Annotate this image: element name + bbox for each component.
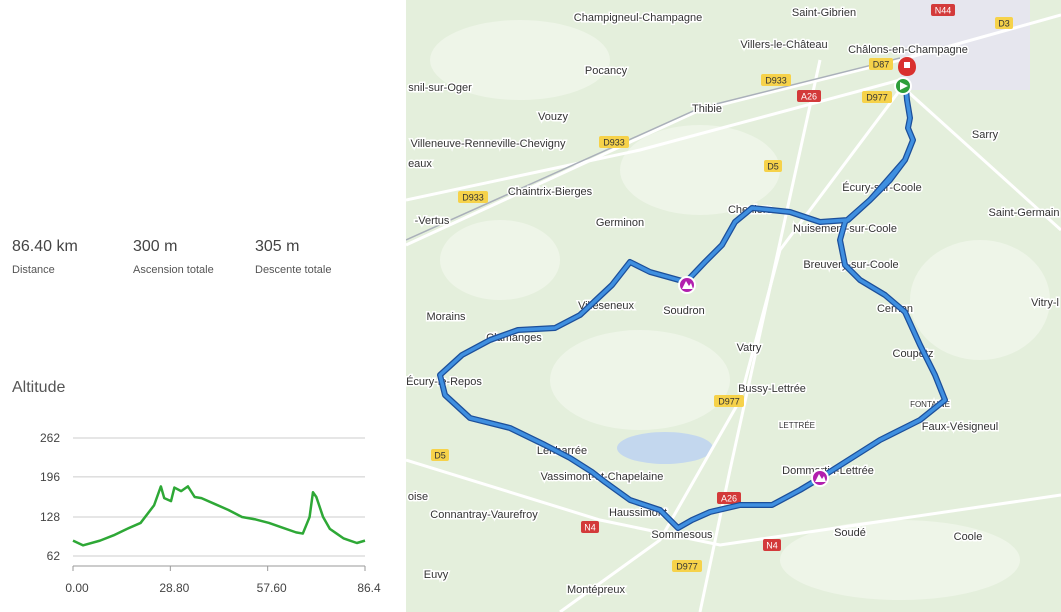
- map[interactable]: Champigneul-Champagne Saint-Gibrien Viller…: [406, 0, 1061, 612]
- place-label: Châlons-en-Champagne: [848, 44, 968, 56]
- road-shield: [763, 539, 781, 551]
- road-shield: [797, 90, 821, 102]
- stat-label: Descente totale: [255, 264, 332, 276]
- road-label: D87: [873, 60, 890, 70]
- place-label: Montépreux: [567, 584, 626, 596]
- road-shield: [869, 58, 893, 70]
- place-label: Sarry: [972, 129, 999, 141]
- y-tick-label: 262: [40, 431, 60, 445]
- stat-label: Distance: [12, 264, 55, 276]
- y-tick-label: 128: [40, 510, 60, 524]
- place-label: Faux-Vésigneul: [922, 421, 998, 433]
- road-shield: [581, 521, 599, 533]
- road-label: N44: [935, 6, 952, 16]
- road-label: D977: [718, 397, 740, 407]
- side-panel: 86.40 km Distance 300 m Ascension totale 3…: [0, 0, 406, 612]
- stat-value: 300 m: [133, 238, 178, 255]
- road-shield: [717, 492, 741, 504]
- place-label: Morains: [426, 311, 466, 323]
- summit-marker[interactable]: [678, 276, 696, 294]
- place-label: Saint-Germain: [989, 207, 1060, 219]
- end-marker[interactable]: [898, 57, 916, 76]
- place-label: Villers-le-Château: [740, 39, 827, 51]
- place-label: Coole: [954, 531, 983, 543]
- road-shield: [761, 74, 791, 86]
- place-label: oise: [408, 491, 428, 503]
- place-label: Soudron: [663, 305, 705, 317]
- place-label: Breuvery-sur-Coole: [803, 259, 898, 271]
- railway: [406, 57, 901, 241]
- place-label: -Vertus: [415, 215, 450, 227]
- road-shield: [764, 160, 782, 172]
- road-label: D977: [676, 562, 698, 572]
- place-label: Chaintrix-Bierges: [508, 186, 593, 198]
- road-shield: [931, 4, 955, 16]
- road-label: A26: [721, 494, 737, 504]
- place-label: Thibie: [692, 103, 722, 115]
- stat: 305 m Descente totale: [255, 238, 331, 276]
- place-label: Germinon: [596, 217, 644, 229]
- altitude-line: [72, 485, 366, 547]
- y-tick-label: 62: [47, 549, 61, 563]
- place-label: Soudé: [834, 527, 866, 539]
- road-label: D977: [866, 93, 888, 103]
- stat-label: Ascension totale: [133, 264, 214, 276]
- altitude-chart: 62 128 196 262 0.00 28.80 57.60 86.4: [40, 431, 381, 595]
- city-area: [900, 0, 1030, 90]
- place-label: Champigneul-Champagne: [574, 12, 702, 24]
- place-label: snil-sur-Oger: [408, 82, 472, 94]
- road-label: D933: [603, 138, 625, 148]
- lake: [617, 432, 713, 464]
- place-label: Sommesous: [651, 529, 713, 541]
- place-label: Connantray-Vaurefroy: [430, 509, 538, 521]
- field-patches: [430, 20, 1050, 600]
- place-label: LETTRÉE: [779, 421, 815, 430]
- x-tick-label: 57.60: [257, 581, 287, 595]
- place-label: Vatry: [737, 342, 762, 354]
- x-tick-label: 0.00: [65, 581, 89, 595]
- road-shield: [672, 560, 702, 572]
- chart-title: Altitude: [12, 379, 66, 396]
- place-label: Pocancy: [585, 65, 628, 77]
- place-label: Bussy-Lettrée: [738, 383, 806, 395]
- stat: 86.40 km Distance: [12, 238, 78, 276]
- road-shield: [458, 191, 488, 203]
- road-label: N4: [584, 523, 596, 533]
- road-shield: [599, 136, 629, 148]
- stat: 300 m Ascension totale: [133, 238, 214, 276]
- place-label: Vouzy: [538, 111, 568, 123]
- road-label: D5: [434, 451, 446, 461]
- road-label: D933: [765, 76, 787, 86]
- road-label: D933: [462, 193, 484, 203]
- road-label: N4: [766, 541, 778, 551]
- stat-value: 305 m: [255, 238, 300, 255]
- place-labels: Champigneul-Champagne Saint-Gibrien Viller…: [406, 6, 1061, 598]
- summit-marker[interactable]: [811, 469, 829, 487]
- place-label: Vitry-l: [1031, 297, 1059, 309]
- x-tick-label: 28.80: [159, 581, 189, 595]
- road-shield: [995, 17, 1013, 29]
- road-shield: [862, 91, 892, 103]
- place-label: Villeneuve-Renneville-Chevigny: [410, 138, 566, 150]
- y-tick-label: 196: [40, 470, 60, 484]
- start-marker[interactable]: [894, 77, 912, 95]
- place-label: Saint-Gibrien: [792, 7, 856, 19]
- x-tick-label: 86.4: [357, 581, 381, 595]
- road-shield: [714, 395, 744, 407]
- road-label: D3: [998, 19, 1010, 29]
- road-label: D5: [767, 162, 779, 172]
- route: [438, 87, 947, 530]
- place-label: Euvy: [424, 569, 449, 581]
- road-shield: [431, 449, 449, 461]
- place-label: eaux: [408, 158, 432, 170]
- stat-value: 86.40 km: [12, 238, 78, 255]
- road-shields: N44 D3 D87 D933 D977 A26 D933 D5 D933 D977 D5 N4 A26…: [431, 4, 1013, 572]
- road-label: A26: [801, 92, 817, 102]
